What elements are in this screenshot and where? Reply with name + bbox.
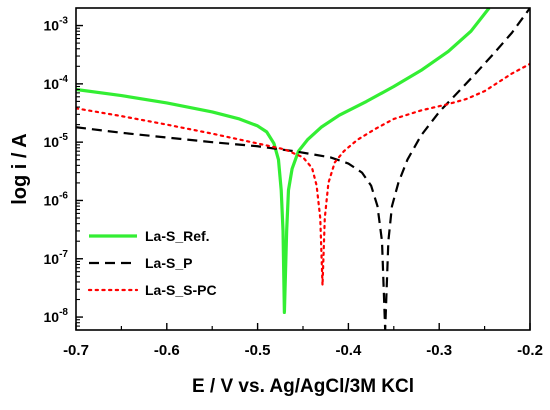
x-tick-label: -0.6 [154,342,180,359]
series-line-0 [76,8,491,315]
legend-label: La-S_Ref. [145,228,210,244]
y-axis-title: log i / A [9,133,31,204]
x-tick-label: -0.7 [63,342,89,359]
series-line-1 [76,8,530,330]
ticks-layer: -0.7 -0.6 -0.5 -0.4 -0.3 -0.2 10-8 10-7 10-6 10-5… [44,7,543,359]
x-tick-label: -0.2 [517,342,543,359]
legend: La-S_Ref. La-S_P La-S_S-PC [87,228,217,298]
legend-label: La-S_S-PC [145,282,217,298]
x-tick-label: -0.4 [335,342,362,359]
y-tick-label: 10-3 [44,16,69,34]
legend-label: La-S_P [145,255,192,271]
x-axis-title: E / V vs. Ag/AgCl/3M KCl [192,376,414,397]
y-tick-label: 10-6 [44,190,69,208]
x-tick-label: -0.3 [426,342,452,359]
x-tick-label: -0.5 [245,342,271,359]
y-tick-label: 10-8 [44,307,69,325]
series-layer [76,8,530,330]
y-tick-label: 10-7 [44,249,69,267]
y-tick-label: 10-4 [44,74,69,92]
series-line-2 [76,62,530,287]
y-tick-label: 10-5 [44,132,69,150]
